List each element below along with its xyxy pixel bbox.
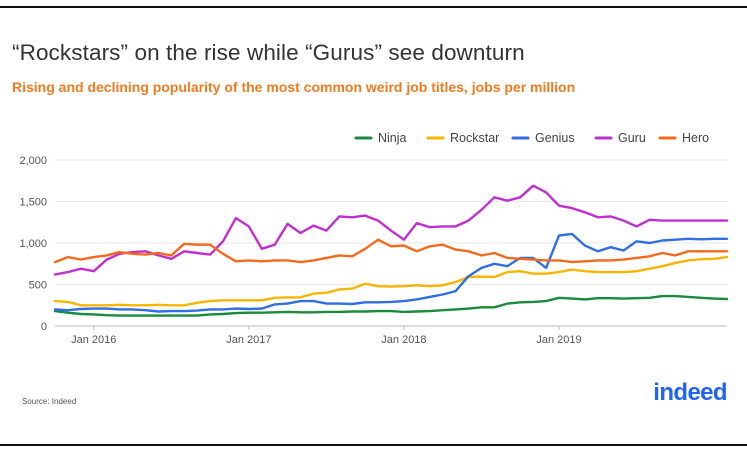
- top-rule: [0, 6, 747, 8]
- legend-label-guru: Guru: [618, 131, 646, 145]
- series-line-hero: [53, 238, 729, 264]
- indeed-logo: indeed: [653, 379, 727, 407]
- series-line-rockstar: [53, 255, 729, 307]
- chart-subtitle: Rising and declining popularity of the m…: [12, 79, 576, 95]
- y-axis-ticks: 0 500 1,000 1,500 2,000: [19, 155, 47, 333]
- x-tick-label: Jan 2016: [71, 334, 116, 346]
- legend-label-hero: Hero: [682, 131, 709, 145]
- legend-label-ninja: Ninja: [378, 131, 407, 145]
- legend: Ninja Rockstar Genius Guru Hero: [354, 131, 709, 145]
- chart-title: “Rockstars” on the rise while “Gurus” se…: [12, 40, 525, 65]
- indeed-logo-text: indeed: [653, 379, 727, 406]
- legend-label-genius: Genius: [535, 131, 575, 145]
- x-tick-label: Jan 2019: [536, 334, 581, 346]
- y-tick-label: 0: [41, 321, 47, 333]
- series-line-genius: [53, 232, 729, 313]
- series-line-guru: [53, 184, 729, 276]
- x-tick-label: Jan 2017: [226, 334, 271, 346]
- bottom-rule: [0, 444, 747, 446]
- legend-label-rockstar: Rockstar: [450, 131, 499, 145]
- series-line-ninja: [53, 294, 729, 317]
- x-axis-ticks: Jan 2016 Jan 2017 Jan 2018 Jan 2019: [71, 326, 582, 346]
- y-tick-label: 2,000: [19, 155, 47, 167]
- y-tick-label: 500: [29, 280, 47, 292]
- series-lines: [53, 184, 729, 317]
- gridlines: [55, 159, 727, 327]
- source-note: Source: Indeed: [22, 397, 77, 406]
- y-tick-label: 1,500: [19, 197, 47, 209]
- y-tick-label: 1,000: [19, 238, 47, 250]
- x-tick-label: Jan 2018: [381, 334, 426, 346]
